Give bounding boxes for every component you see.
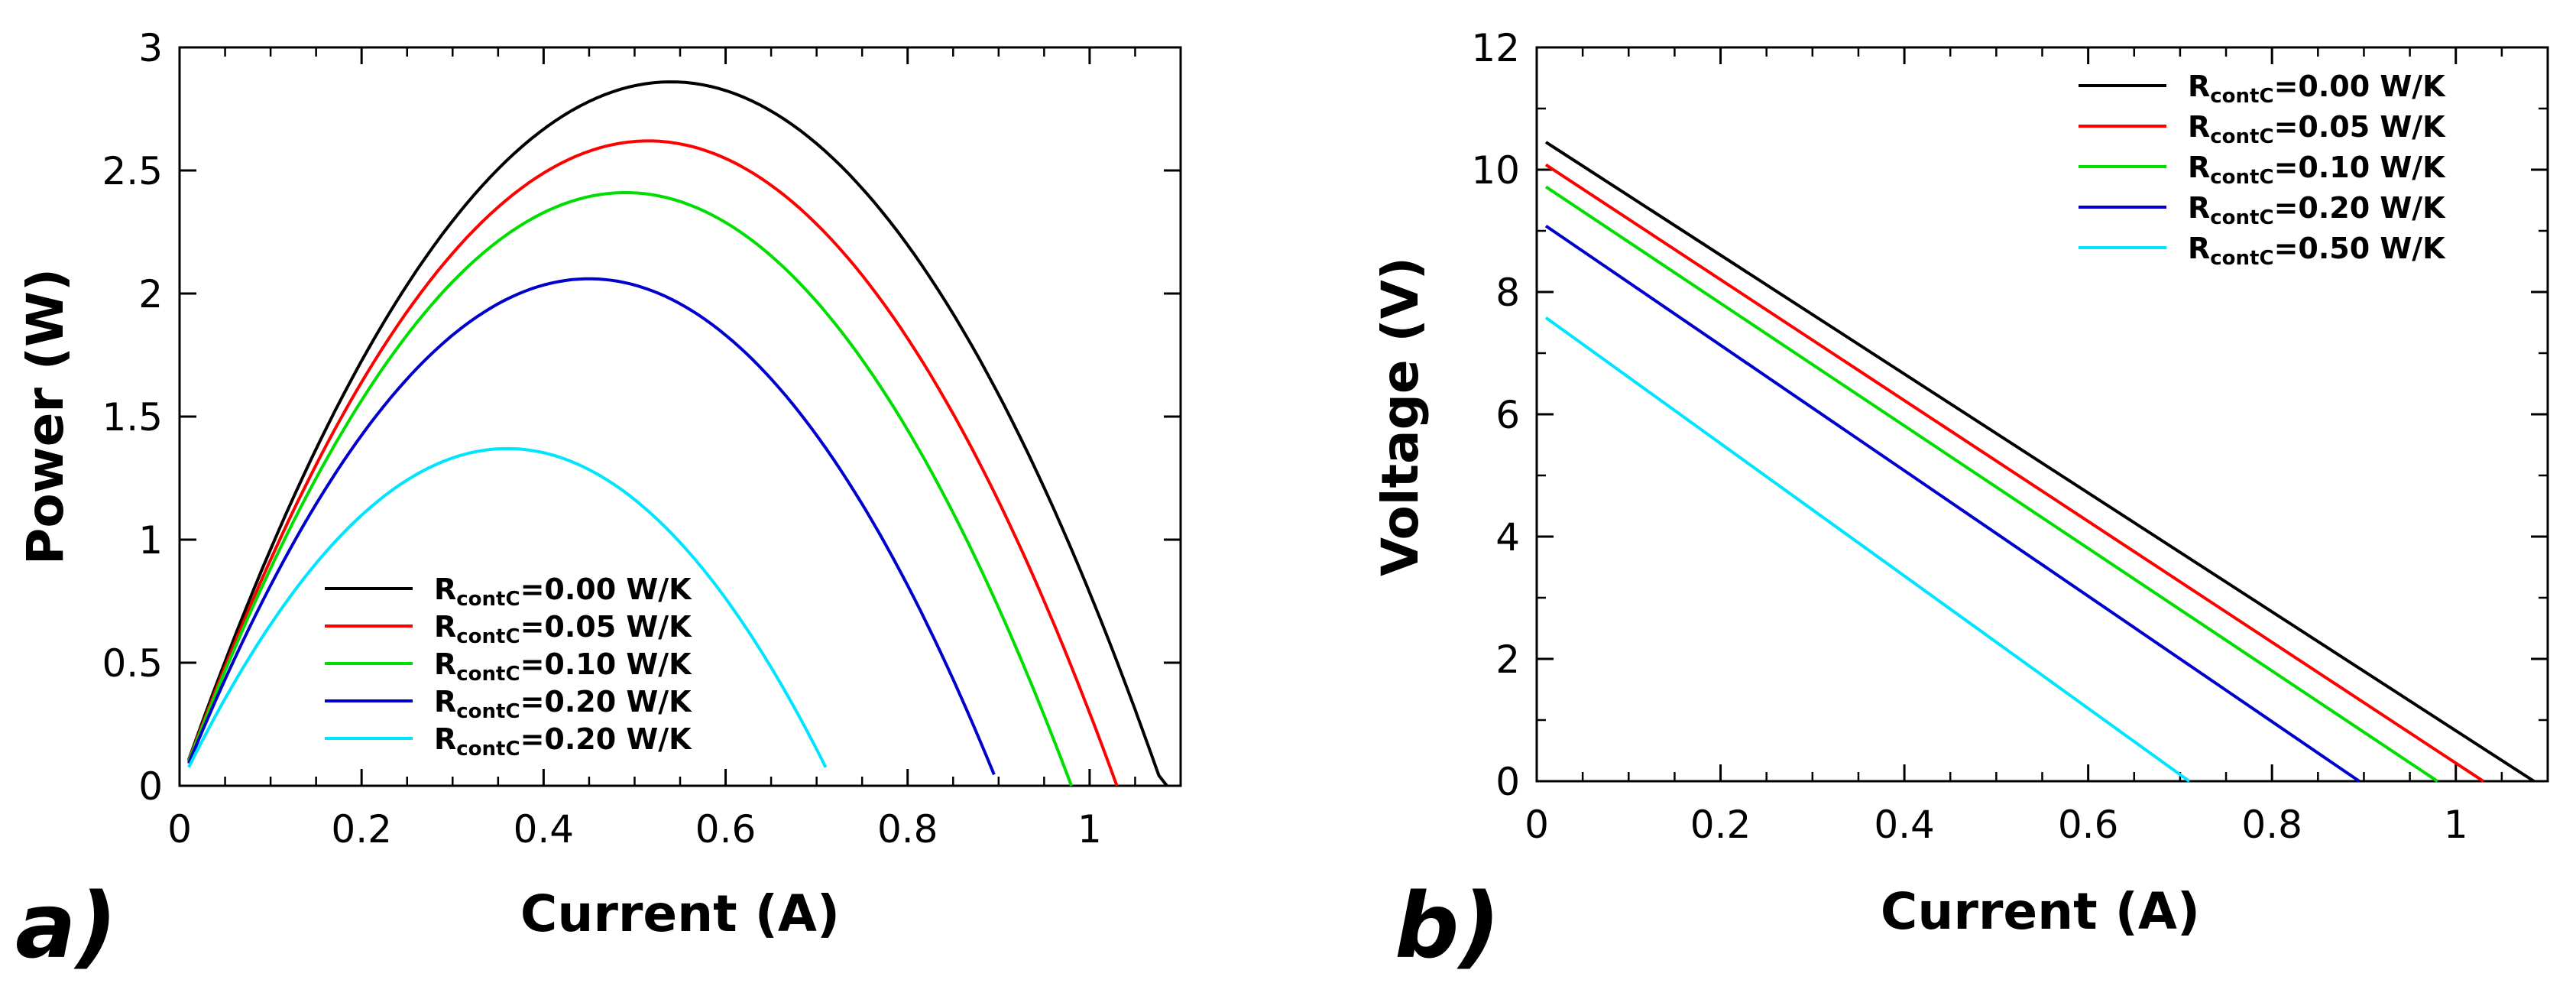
x-axis-ticks: 0 0.2 0.4 0.6 0.8 1 bbox=[1525, 47, 2503, 847]
series-lines bbox=[1544, 141, 2535, 783]
y-tick-label: 2 bbox=[138, 272, 163, 316]
y-tick-label: 0 bbox=[138, 764, 163, 809]
series-line-4 bbox=[187, 277, 996, 776]
legend-label: RcontC=0.05 W/K bbox=[434, 610, 692, 648]
series-line-2 bbox=[187, 139, 1119, 787]
y-tick-label: 1 bbox=[138, 518, 163, 563]
x-tick-label: 0.4 bbox=[1874, 803, 1935, 847]
legend-label-main: R bbox=[2188, 191, 2210, 225]
legend-label-subscript: contC bbox=[456, 625, 520, 648]
panel-label: b) bbox=[1395, 873, 1500, 978]
legend-label-subscript: contC bbox=[456, 700, 520, 723]
legend-label-value: =0.10 W/K bbox=[2274, 151, 2447, 184]
series-line-2 bbox=[1544, 163, 2484, 783]
legend-label-value: =0.10 W/K bbox=[520, 647, 693, 681]
legend-label-main: R bbox=[2188, 110, 2210, 144]
legend-label: RcontC=0.50 W/K bbox=[2188, 232, 2446, 270]
legend-label-main: R bbox=[2188, 70, 2210, 103]
legend-label-value: =0.50 W/K bbox=[2274, 232, 2447, 265]
series-line-1 bbox=[1544, 141, 2535, 783]
y-tick-label: 8 bbox=[1495, 271, 1520, 315]
legend-label-subscript: contC bbox=[456, 663, 520, 686]
x-axis-title: Current (A) bbox=[1881, 882, 2200, 941]
legend-label-main: R bbox=[434, 610, 456, 644]
legend-label-subscript: contC bbox=[2210, 247, 2273, 270]
y-tick-label: 6 bbox=[1495, 393, 1520, 437]
legend-label-value: =0.00 W/K bbox=[2274, 70, 2447, 103]
legend-label-value: =0.20 W/K bbox=[2274, 191, 2447, 225]
legend-label-main: R bbox=[434, 685, 456, 719]
panel-label: a) bbox=[15, 873, 118, 978]
legend-label: RcontC=0.20 W/K bbox=[434, 685, 692, 723]
series-line-4 bbox=[1544, 224, 2361, 783]
legend-label: RcontC=0.20 W/K bbox=[434, 722, 692, 761]
x-axis-ticks: 0 0.2 0.4 0.6 0.8 1 bbox=[167, 47, 1136, 852]
y-tick-label: 10 bbox=[1471, 148, 1520, 193]
series-line-3 bbox=[1544, 185, 2438, 783]
series-line-3 bbox=[187, 190, 1073, 787]
x-tick-label: 0.6 bbox=[695, 807, 757, 852]
legend-label-subscript: contC bbox=[2210, 125, 2273, 148]
x-tick-label: 0.4 bbox=[514, 807, 575, 852]
legend-label: RcontC=0.00 W/K bbox=[2188, 70, 2446, 108]
x-tick-label: 1 bbox=[2444, 803, 2468, 847]
y-axis-title: Power (W) bbox=[16, 268, 75, 565]
legend-label-value: =0.05 W/K bbox=[2274, 110, 2447, 144]
y-tick-label: 2.5 bbox=[102, 149, 163, 193]
y-tick-label: 1.5 bbox=[102, 395, 163, 440]
legend-label: RcontC=0.20 W/K bbox=[2188, 191, 2446, 229]
voltage-chart-panel: 0 0.2 0.4 0.6 0.8 1 0 2 4 6 8 10 12 Current (A) Vol… bbox=[1371, 26, 2549, 978]
legend-label-value: =0.05 W/K bbox=[520, 610, 693, 644]
x-tick-label: 0.2 bbox=[1690, 803, 1751, 847]
y-axis-ticks: 0 0.5 1 1.5 2 2.5 3 bbox=[102, 26, 1181, 809]
legend-label: RcontC=0.10 W/K bbox=[434, 647, 692, 686]
x-tick-label: 0.6 bbox=[2058, 803, 2119, 847]
y-tick-label: 2 bbox=[1495, 637, 1520, 682]
legend-label-subscript: contC bbox=[2210, 166, 2273, 189]
x-axis-title: Current (A) bbox=[520, 884, 840, 943]
legend-label-main: R bbox=[434, 647, 456, 681]
y-tick-label: 0.5 bbox=[102, 641, 163, 686]
series-line-5 bbox=[1544, 316, 2191, 783]
x-tick-label: 0.8 bbox=[877, 807, 938, 852]
series-line-1 bbox=[187, 80, 1168, 787]
y-tick-label: 0 bbox=[1495, 760, 1520, 804]
legend-label-value: =0.20 W/K bbox=[520, 722, 693, 756]
legend-label-main: R bbox=[2188, 232, 2210, 265]
x-tick-label: 0 bbox=[167, 807, 192, 852]
x-tick-label: 0 bbox=[1525, 803, 1549, 847]
power-chart-panel: 0 0.2 0.4 0.6 0.8 1 0 0.5 1 1.5 2 2.5 3 Current (A)… bbox=[15, 26, 1182, 978]
y-tick-label: 3 bbox=[138, 26, 163, 70]
legend-label: RcontC=0.10 W/K bbox=[2188, 151, 2446, 189]
series-lines bbox=[187, 80, 1168, 787]
y-axis-title: Voltage (V) bbox=[1371, 257, 1430, 576]
legend-label-subscript: contC bbox=[2210, 206, 2273, 229]
x-tick-label: 0.2 bbox=[331, 807, 392, 852]
legend-label-subscript: contC bbox=[456, 588, 520, 611]
legend-label-value: =0.20 W/K bbox=[520, 685, 693, 719]
y-tick-label: 12 bbox=[1471, 26, 1520, 70]
legend-label: RcontC=0.05 W/K bbox=[2188, 110, 2446, 148]
series-line-5 bbox=[187, 446, 828, 768]
legend-label-value: =0.00 W/K bbox=[520, 573, 693, 606]
legend-label-subscript: contC bbox=[456, 738, 520, 761]
legend-label-subscript: contC bbox=[2210, 85, 2273, 108]
x-tick-label: 0.8 bbox=[2241, 803, 2302, 847]
legend-label: RcontC=0.00 W/K bbox=[434, 573, 692, 611]
x-tick-label: 1 bbox=[1077, 807, 1102, 852]
legend-label-main: R bbox=[2188, 151, 2210, 184]
y-tick-label: 4 bbox=[1495, 515, 1520, 560]
legend-label-main: R bbox=[434, 722, 456, 756]
legend-label-main: R bbox=[434, 573, 456, 606]
